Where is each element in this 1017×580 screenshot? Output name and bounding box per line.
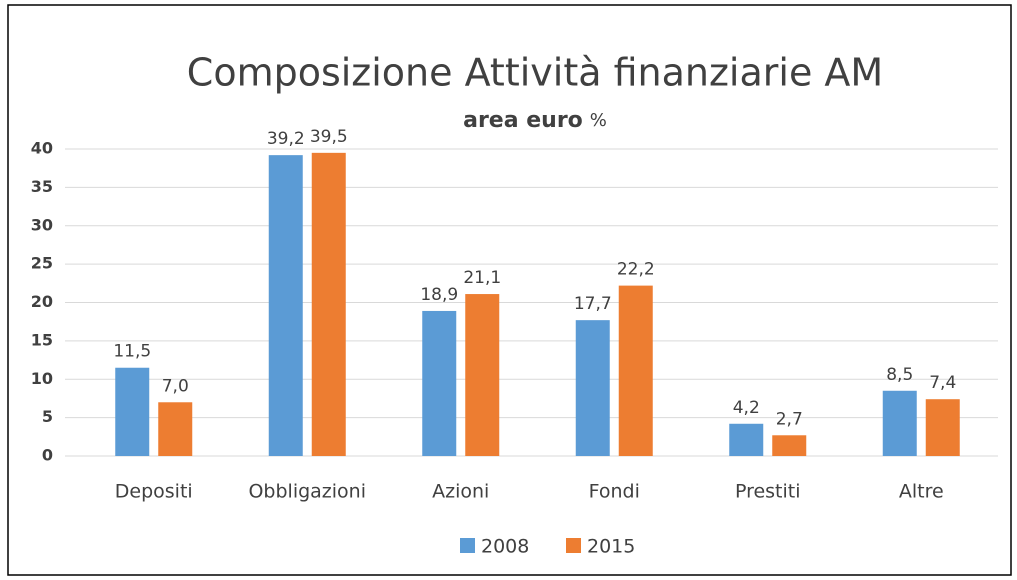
chart-subtitle: area euro % (463, 108, 607, 133)
bar (311, 152, 346, 456)
y-tick-label: 25 (31, 254, 53, 273)
y-tick-label: 20 (31, 292, 53, 311)
x-tick-label: Azioni (432, 481, 489, 503)
value-label: 22,2 (617, 260, 655, 280)
value-label: 39,2 (267, 129, 305, 149)
value-label: 8,5 (886, 365, 913, 385)
bar (268, 155, 303, 456)
value-label: 7,0 (162, 376, 189, 396)
y-tick-label: 0 (42, 446, 53, 465)
value-label: 17,7 (574, 294, 612, 314)
bar (115, 367, 150, 456)
value-label: 18,9 (420, 285, 458, 305)
value-label: 39,5 (310, 127, 348, 147)
y-tick-label: 5 (42, 407, 53, 426)
subtitle-unit: % (590, 110, 607, 131)
y-tick-label: 30 (31, 215, 53, 234)
bar (422, 310, 457, 456)
y-tick-label: 35 (31, 177, 53, 196)
bar (575, 320, 610, 456)
x-tick-label: Obbligazioni (248, 481, 366, 503)
value-label: 2,7 (776, 409, 803, 429)
y-tick-label: 10 (31, 369, 53, 388)
chart-title: Composizione Attività finanziarie AM (187, 51, 883, 95)
bar (925, 399, 960, 456)
y-tick-label: 40 (31, 139, 53, 158)
y-tick-label: 15 (31, 330, 53, 349)
bar (618, 285, 653, 456)
x-tick-label: Fondi (589, 481, 640, 503)
x-tick-label: Altre (899, 481, 944, 503)
chart-frame (7, 4, 1012, 576)
legend-swatch (566, 538, 581, 553)
bar (158, 402, 193, 456)
bar (465, 294, 500, 456)
x-tick-label: Depositi (115, 481, 193, 503)
subtitle-main: area euro (463, 108, 583, 133)
legend-swatch (460, 538, 475, 553)
legend-label: 2008 (481, 536, 529, 558)
value-label: 11,5 (113, 342, 151, 362)
bar (729, 423, 764, 456)
value-label: 7,4 (929, 373, 956, 393)
bar (772, 435, 807, 456)
value-label: 21,1 (463, 268, 501, 288)
value-label: 4,2 (733, 398, 760, 418)
bar (882, 390, 917, 456)
x-tick-label: Prestiti (735, 481, 801, 503)
legend-label: 2015 (587, 536, 635, 558)
